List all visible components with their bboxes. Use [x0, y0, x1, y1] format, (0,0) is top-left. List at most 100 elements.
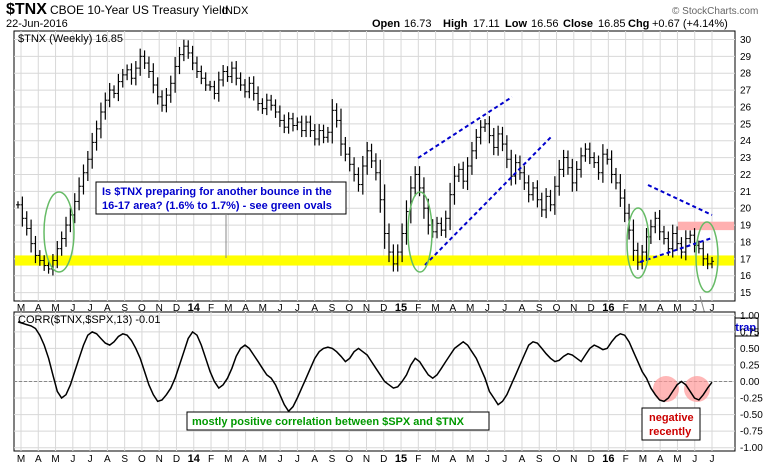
price-x-tick-label: A — [450, 303, 457, 314]
price-y-tick-label: 28 — [740, 69, 752, 80]
price-bar — [583, 143, 588, 162]
price-bar — [77, 177, 82, 211]
price-x-tick-label: O — [553, 303, 561, 314]
price-bar — [42, 255, 47, 271]
close-value: 16.85 — [598, 18, 626, 30]
price-bar — [133, 61, 138, 86]
price-bar — [387, 223, 392, 263]
price-y-tick-label: 20 — [740, 204, 752, 215]
price-bar — [618, 174, 623, 207]
corr-x-tick-label: M — [224, 454, 232, 465]
price-y-tick-label: 29 — [740, 52, 752, 63]
price-x-tick-label: A — [657, 303, 664, 314]
price-bar — [635, 242, 640, 270]
price-bar — [400, 223, 405, 263]
price-bar — [526, 175, 531, 203]
price-bar — [509, 149, 514, 186]
price-bar — [535, 180, 540, 208]
price-y-tick-label: 24 — [740, 136, 752, 147]
price-bar — [295, 117, 300, 131]
green-oval-2016b — [695, 221, 719, 293]
price-bar — [33, 235, 38, 264]
price-x-tick-label: O — [138, 303, 146, 314]
price-bar — [286, 112, 291, 134]
low-label: Low — [505, 18, 527, 30]
price-y-tick-label: 27 — [740, 86, 752, 97]
price-bar — [338, 108, 343, 156]
price-bar — [343, 136, 348, 162]
price-x-tick-label: S — [329, 303, 336, 314]
price-bar — [107, 82, 112, 108]
price-bar — [168, 75, 173, 103]
price-y-tick-label: 19 — [740, 221, 752, 232]
corr-x-tick-label: 14 — [188, 453, 201, 465]
corr-x-tick-label: S — [121, 454, 128, 465]
price-bar — [373, 153, 378, 181]
corr-x-tick-label: O — [138, 454, 146, 465]
price-bar — [701, 241, 706, 266]
price-x-tick-label: A — [311, 303, 318, 314]
corr-x-tick-label: N — [156, 454, 163, 465]
price-x-tick-label: F — [415, 303, 421, 314]
green-oval-2016a — [626, 207, 650, 279]
corr-x-tick-label: M — [466, 454, 474, 465]
question-annotation-line1: Is $TNX preparing for another bounce in … — [102, 186, 332, 198]
corr-x-tick-label: M — [639, 454, 647, 465]
price-y-tick-label: 17 — [740, 254, 752, 265]
corr-x-labels: M A M J J A S O N D 14 F M A M J J A S O N D 15 F M A M J J A S O N D 16 F M… — [17, 453, 715, 465]
price-bar — [334, 103, 339, 128]
price-bar — [212, 80, 217, 100]
price-bar — [469, 141, 474, 175]
price-bar — [299, 115, 304, 138]
corr-x-tick-label: D — [587, 454, 594, 465]
price-bar — [120, 68, 125, 88]
price-bar — [609, 150, 614, 184]
price-bar — [146, 56, 151, 78]
corr-x-tick-label: J — [710, 454, 715, 465]
price-bar — [16, 201, 20, 209]
price-x-tick-label: J — [502, 303, 507, 314]
corr-y-tick-label: -1.00 — [740, 443, 763, 454]
green-oval-2015 — [407, 191, 433, 273]
price-bar — [177, 46, 182, 75]
price-x-tick-label: M — [17, 303, 25, 314]
price-bar — [325, 126, 330, 143]
corr-x-tick-label: A — [35, 454, 42, 465]
trendline-channel-upper — [417, 96, 513, 159]
price-bar — [421, 177, 426, 219]
price-bar — [125, 64, 130, 81]
price-bar — [483, 119, 488, 132]
price-bar — [531, 182, 536, 201]
corr-x-tick-label: J — [70, 454, 75, 465]
corr-x-tick-label: J — [278, 454, 283, 465]
high-label: High — [443, 18, 468, 30]
price-bar — [491, 127, 496, 156]
price-x-tick-label: D — [173, 303, 180, 314]
price-bar — [59, 231, 64, 256]
trendline-triangle-lower — [639, 237, 713, 263]
price-x-tick-label: M — [673, 303, 681, 314]
corr-x-tick-label: M — [259, 454, 267, 465]
price-bar — [317, 124, 322, 146]
price-bar — [264, 93, 269, 116]
corr-annotation-box — [186, 411, 490, 431]
price-y-tick-label: 16 — [740, 271, 752, 282]
question-annotation-box — [95, 181, 347, 215]
low-value: 16.56 — [531, 18, 559, 30]
price-bar — [570, 158, 575, 192]
price-bar — [365, 141, 370, 175]
price-bar — [391, 244, 396, 272]
trendline-triangle-upper — [647, 184, 713, 216]
corr-x-tick-label: M — [51, 454, 59, 465]
corr-x-tick-label: 15 — [395, 453, 407, 465]
price-bar — [456, 163, 461, 183]
price-bar — [103, 92, 108, 120]
price-bar — [330, 99, 335, 144]
price-bar — [138, 48, 143, 76]
price-bar — [587, 142, 592, 165]
header-description: CBOE 10-Year US Treasury Yield — [50, 3, 228, 17]
corr-x-tick-label: J — [295, 454, 300, 465]
corr-x-tick-label: S — [329, 454, 336, 465]
corr-x-tick-label: 16 — [602, 453, 614, 465]
price-bar — [308, 115, 313, 138]
